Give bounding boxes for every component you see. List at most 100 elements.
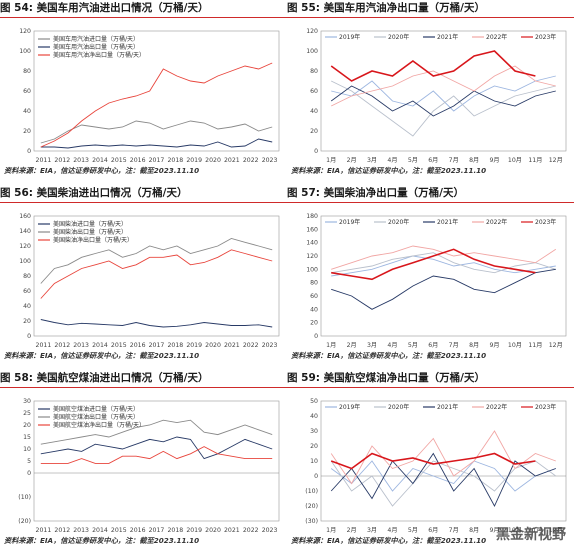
y-tick-label: 180: [306, 213, 318, 220]
chart-title: 图 55: 美国车用汽油净出口量（万桶/天）: [287, 0, 574, 18]
chart-title: 图 59: 美国航空煤油净出口量（万桶/天）: [287, 370, 574, 388]
y-tick-label: 20: [23, 128, 31, 135]
x-tick-label: 2022: [243, 157, 259, 164]
chart-source: 资料来源：EIA，信达证券研发中心，注：截至2023.11.10: [4, 166, 200, 175]
y-tick-label: 15: [23, 434, 31, 441]
x-tick-label: 7月: [449, 342, 459, 349]
x-tick-label: 2012: [54, 342, 70, 349]
series-line: [40, 138, 273, 149]
x-tick-label: 4月: [387, 342, 397, 349]
series-line: [40, 238, 273, 284]
x-tick-label: 2016: [130, 342, 146, 349]
x-tick-label: 2014: [92, 527, 108, 534]
legend-label: 美国柴油进口量（万桶/天）: [53, 220, 127, 228]
chart-area: 0 20 40 60 80 100 120 2011 2012 2013 2014 2015 2016 2…: [0, 19, 287, 173]
chart-area: 0 20 40 60 80 100 120 1月 2月 3月 4月 5月 6月 7月 8月 9月 10月 11月 1…: [287, 19, 574, 173]
x-tick-label: 2022: [243, 527, 259, 534]
legend-label: 2021年: [437, 403, 458, 411]
chart-source: 资料来源：EIA，信达证券研发中心，注：截至2023.11.10: [4, 351, 200, 360]
y-tick-label: 0: [27, 148, 31, 155]
y-tick-label: 10: [23, 446, 31, 453]
y-tick-label: 80: [310, 280, 318, 287]
x-tick-label: 12月: [549, 342, 563, 349]
x-tick-label: 2020: [205, 342, 221, 349]
x-tick-label: 4月: [387, 527, 397, 534]
x-tick-label: 5月: [408, 157, 418, 164]
x-tick-label: 9月: [489, 527, 499, 534]
y-tick-label: 25: [23, 410, 31, 417]
series-line: [331, 268, 556, 310]
y-tick-label: 100: [306, 266, 318, 273]
legend-label: 2022年: [486, 33, 507, 41]
legend-label: 美国柴油出口量（万桶/天）: [53, 228, 127, 236]
y-tick-label: 120: [19, 28, 31, 35]
x-tick-label: 2011: [36, 342, 52, 349]
x-tick-label: 2023: [262, 527, 278, 534]
y-tick-label: 40: [310, 413, 318, 420]
y-tick-label: (30): [305, 518, 318, 525]
series-line: [40, 419, 273, 445]
legend-label: 美国车用汽油净出口量（万桶/天）: [53, 51, 145, 59]
chart-source: 资料来源：EIA，信达证券研发中心，注：截至2023.11.10: [291, 536, 487, 545]
x-tick-label: 2011: [36, 157, 52, 164]
series-line: [330, 452, 536, 470]
y-tick-label: 40: [23, 303, 31, 310]
x-tick-label: 2月: [347, 157, 357, 164]
x-tick-label: 5月: [408, 527, 418, 534]
y-tick-label: 10: [310, 458, 318, 465]
x-tick-label: 11月: [528, 342, 542, 349]
y-tick-label: 20: [23, 422, 31, 429]
y-tick-label: 60: [23, 288, 31, 295]
series-line: [331, 75, 556, 112]
y-tick-label: 30: [310, 428, 318, 435]
x-tick-label: 8月: [469, 342, 479, 349]
legend-label: 2019年: [339, 218, 360, 226]
x-tick-label: 1月: [326, 157, 336, 164]
y-tick-label: 160: [306, 226, 318, 233]
x-tick-label: 2月: [347, 342, 357, 349]
x-tick-label: 2021: [224, 342, 240, 349]
x-tick-label: 2019: [186, 157, 202, 164]
chart-panel-59: 图 59: 美国航空煤油净出口量（万桶/天） (30) (20) (10) 0 10 20…: [287, 370, 574, 555]
x-tick-label: 10月: [508, 527, 522, 534]
legend-label: 2020年: [388, 218, 409, 226]
x-tick-label: 2016: [130, 157, 146, 164]
x-tick-label: 5月: [408, 342, 418, 349]
y-tick-label: (10): [18, 494, 31, 501]
chart-source: 资料来源：EIA，信达证券研发中心，注：截至2023.11.10: [291, 166, 487, 175]
y-tick-label: 0: [314, 148, 318, 155]
y-tick-label: 40: [310, 108, 318, 115]
y-tick-label: 60: [310, 88, 318, 95]
watermark-text: 黑金新视野: [496, 527, 566, 543]
legend-label: 美国航空煤油出口量（万桶/天）: [53, 413, 139, 421]
chart-source: 资料来源：EIA，信达证券研发中心，注：截至2023.11.10: [291, 351, 487, 360]
x-tick-label: 2012: [54, 527, 70, 534]
x-tick-label: 2019: [186, 342, 202, 349]
legend-label: 美国车用汽油出口量（万桶/天）: [53, 43, 139, 51]
chart-title: 图 57: 美国柴油净出口量（万桶/天）: [287, 185, 574, 203]
y-tick-label: 0: [27, 470, 31, 477]
y-tick-label: 140: [19, 228, 31, 235]
y-tick-label: 120: [19, 243, 31, 250]
series-line: [40, 249, 273, 299]
y-tick-label: 5: [27, 458, 31, 465]
legend-label: 2020年: [388, 33, 409, 41]
x-tick-label: 9月: [489, 342, 499, 349]
series-line: [331, 255, 556, 277]
x-tick-label: 3月: [367, 527, 377, 534]
x-tick-label: 2019: [186, 527, 202, 534]
y-tick-label: 100: [19, 258, 31, 265]
series-line: [40, 319, 273, 328]
y-tick-label: 30: [23, 398, 31, 405]
x-tick-label: 9月: [489, 157, 499, 164]
x-tick-label: 3月: [367, 157, 377, 164]
plot-frame: [33, 215, 280, 337]
legend-label: 2022年: [486, 403, 507, 411]
y-tick-label: 80: [23, 273, 31, 280]
x-tick-label: 2013: [73, 527, 89, 534]
series-line: [331, 65, 556, 107]
x-tick-label: 7月: [449, 527, 459, 534]
y-tick-label: (10): [305, 488, 318, 495]
x-tick-label: 2015: [111, 342, 127, 349]
